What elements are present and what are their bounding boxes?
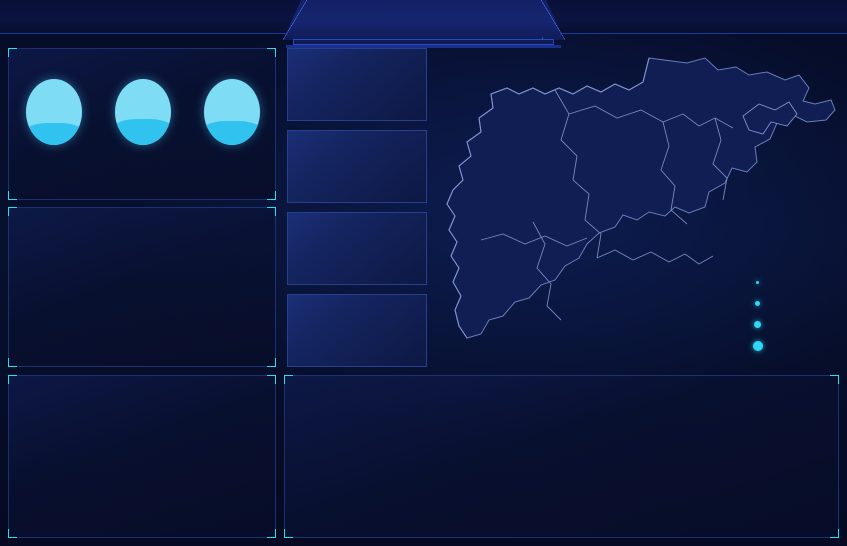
growth-area-chart[interactable] [285,398,840,538]
gauge-wave [204,121,261,145]
gauge-wave [25,123,82,145]
corner-bracket-icon [830,375,839,384]
panel-user-growth [284,375,839,538]
kpi-card-online-users[interactable] [287,48,427,121]
liquid-gauge-icon [204,79,261,145]
corner-bracket-icon [8,48,17,57]
corner-bracket-icon [267,529,276,538]
legend-dot-icon [754,321,761,328]
corner-bracket-icon [830,529,839,538]
gauge-group [9,79,277,199]
panel-user-analysis [8,48,276,200]
legend-dot-icon [755,301,760,306]
login-area-chart[interactable] [9,232,277,366]
map-legend [753,272,773,356]
corner-bracket-icon [284,375,293,384]
gauge-percent [115,79,171,145]
corner-bracket-icon [267,191,276,200]
page-title [283,0,564,40]
legend-item [753,314,773,335]
header-underline [293,39,554,45]
gauge-percent [204,79,260,145]
map-svg[interactable] [437,44,847,376]
gauge-item[interactable] [15,79,93,199]
corner-bracket-icon [8,207,17,216]
corner-bracket-icon [284,529,293,538]
map-districts [446,57,836,339]
liquid-gauge-icon [25,79,82,145]
legend-dot-icon [756,281,759,284]
map-region[interactable] [437,44,847,376]
liquid-gauge-icon [114,79,171,145]
corner-bracket-icon [8,529,17,538]
kpi-card-online-devices[interactable] [287,212,427,285]
corner-bracket-icon [267,375,276,384]
corner-bracket-icon [8,358,17,367]
gauge-item[interactable] [193,79,271,199]
legend-dot-icon [753,340,763,351]
legend-item [753,293,773,314]
panel-device-usage [8,375,276,538]
gauge-item[interactable] [104,79,182,199]
legend-item [753,335,773,356]
panel-login-stats [8,207,276,367]
corner-bracket-icon [8,191,17,200]
kpi-card-online-lines[interactable] [287,130,427,203]
gauge-percent [26,79,82,145]
header-underline-secondary [286,45,561,48]
header-center-shape [283,0,564,40]
corner-bracket-icon [267,358,276,367]
kpi-card-total-data[interactable] [287,294,427,367]
device-bar-list [9,404,277,536]
corner-bracket-icon [8,375,17,384]
legend-item [753,272,773,293]
corner-bracket-icon [267,48,276,57]
corner-bracket-icon [267,207,276,216]
header [0,0,847,48]
gauge-wave [114,119,171,145]
